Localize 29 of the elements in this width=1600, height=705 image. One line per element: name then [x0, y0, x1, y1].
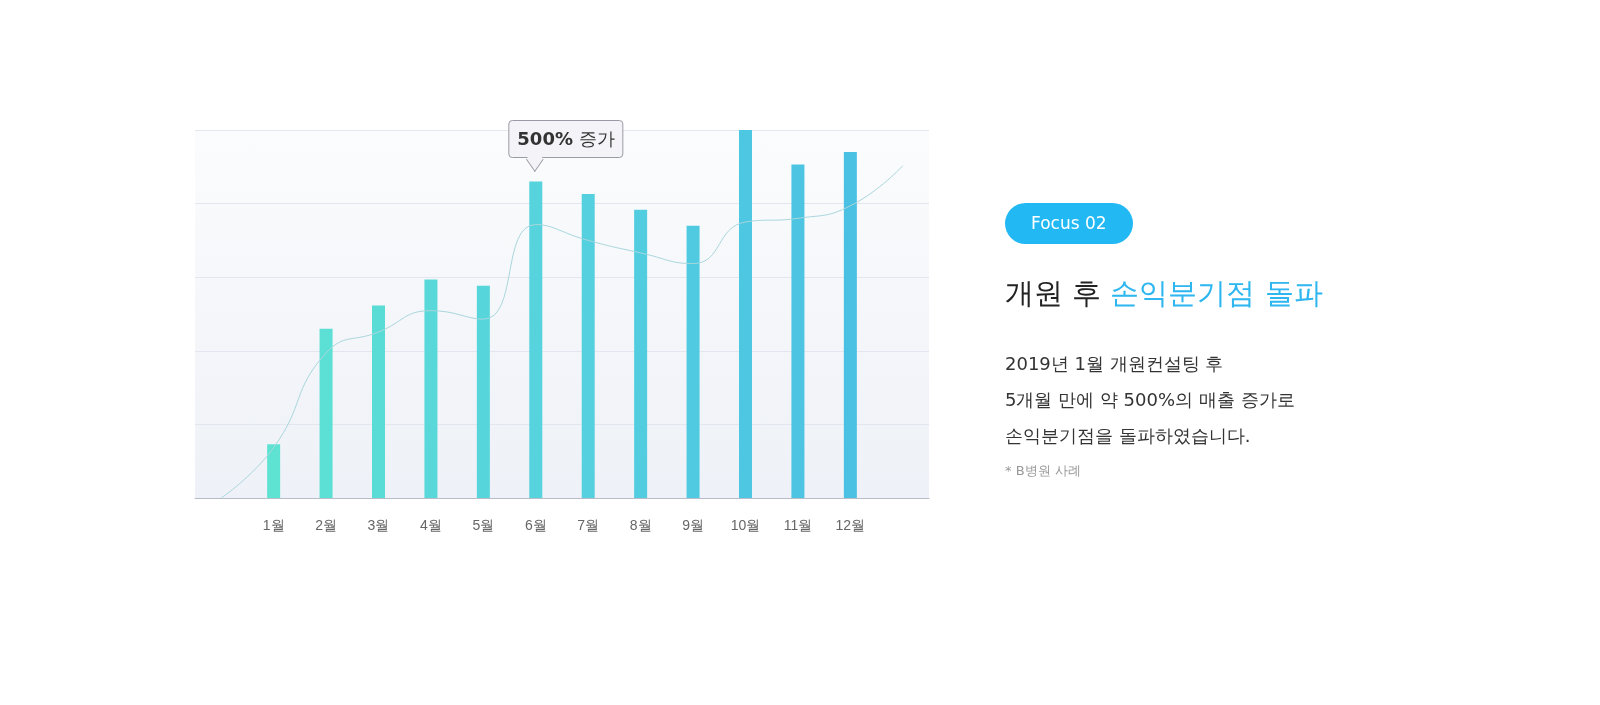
- text: 개원 후 손익분기점 돌파: [1005, 275, 1324, 312]
- x-tick-label: 12월: [835, 517, 866, 533]
- bar: [739, 130, 752, 498]
- bar: [529, 181, 543, 498]
- x-tick-label: 4월: [420, 517, 442, 533]
- bar: [634, 209, 648, 498]
- bar: [686, 225, 700, 498]
- x-tick-label: 11월: [783, 517, 813, 533]
- x-tick-label: 10월: [730, 517, 761, 533]
- x-tick-label: 8월: [629, 517, 652, 533]
- bar: [791, 164, 805, 498]
- text: Focus 02: [1005, 203, 1133, 244]
- x-tick-label: 6월: [524, 517, 547, 533]
- text: 2019년 1월 개원컨설팅 후 5개월 만에 약 500%의 매출 증가로 손익분기점을 돌파하였습니다.: [1005, 352, 1296, 448]
- x-tick-label: 9월: [682, 517, 704, 533]
- bar: [267, 444, 281, 498]
- x-tick-label: 3월: [367, 517, 390, 533]
- x-tick-label: 2월: [315, 517, 337, 533]
- bar: [424, 279, 438, 498]
- x-tick-label: 5월: [472, 517, 495, 533]
- bar: [372, 305, 385, 498]
- bar: [319, 328, 333, 498]
- bar: [476, 285, 490, 498]
- text: * B병원 사례: [1005, 462, 1082, 480]
- bar: [581, 194, 595, 498]
- annotation: 500% 증가: [508, 120, 624, 158]
- x-tick-label: 1월: [262, 517, 285, 533]
- x-tick-label: 7월: [577, 517, 600, 533]
- bar: [843, 152, 857, 498]
